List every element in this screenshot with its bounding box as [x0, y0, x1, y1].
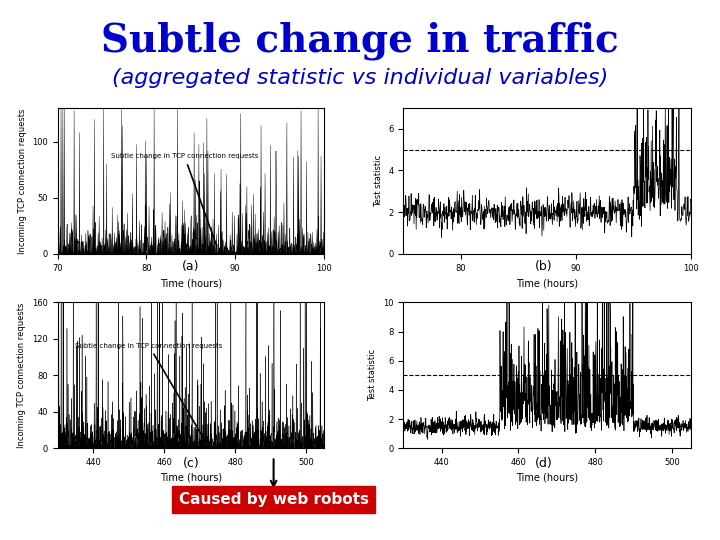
X-axis label: Time (hours): Time (hours)	[516, 472, 578, 482]
X-axis label: Time (hours): Time (hours)	[516, 278, 578, 288]
Y-axis label: Incoming TCP connection requests: Incoming TCP connection requests	[17, 108, 27, 254]
Text: Subtle change in TCP connection requests: Subtle change in TCP connection requests	[111, 153, 258, 246]
Text: (b): (b)	[535, 260, 552, 273]
Text: Caused by web robots: Caused by web robots	[179, 492, 369, 507]
Text: (aggregated statistic vs individual variables): (aggregated statistic vs individual vari…	[112, 68, 608, 87]
Text: Subtle change in traffic: Subtle change in traffic	[101, 22, 619, 60]
X-axis label: Time (hours): Time (hours)	[160, 278, 222, 288]
Y-axis label: Test statistic: Test statistic	[369, 349, 377, 401]
Text: Subtle change in TCP connection requests: Subtle change in TCP connection requests	[76, 343, 222, 441]
Text: (a): (a)	[182, 260, 199, 273]
Y-axis label: Test statistic: Test statistic	[374, 155, 382, 207]
X-axis label: Time (hours): Time (hours)	[160, 472, 222, 482]
Text: (d): (d)	[535, 457, 552, 470]
Y-axis label: Incoming TCP connection requests: Incoming TCP connection requests	[17, 302, 27, 448]
Text: (c): (c)	[182, 457, 199, 470]
